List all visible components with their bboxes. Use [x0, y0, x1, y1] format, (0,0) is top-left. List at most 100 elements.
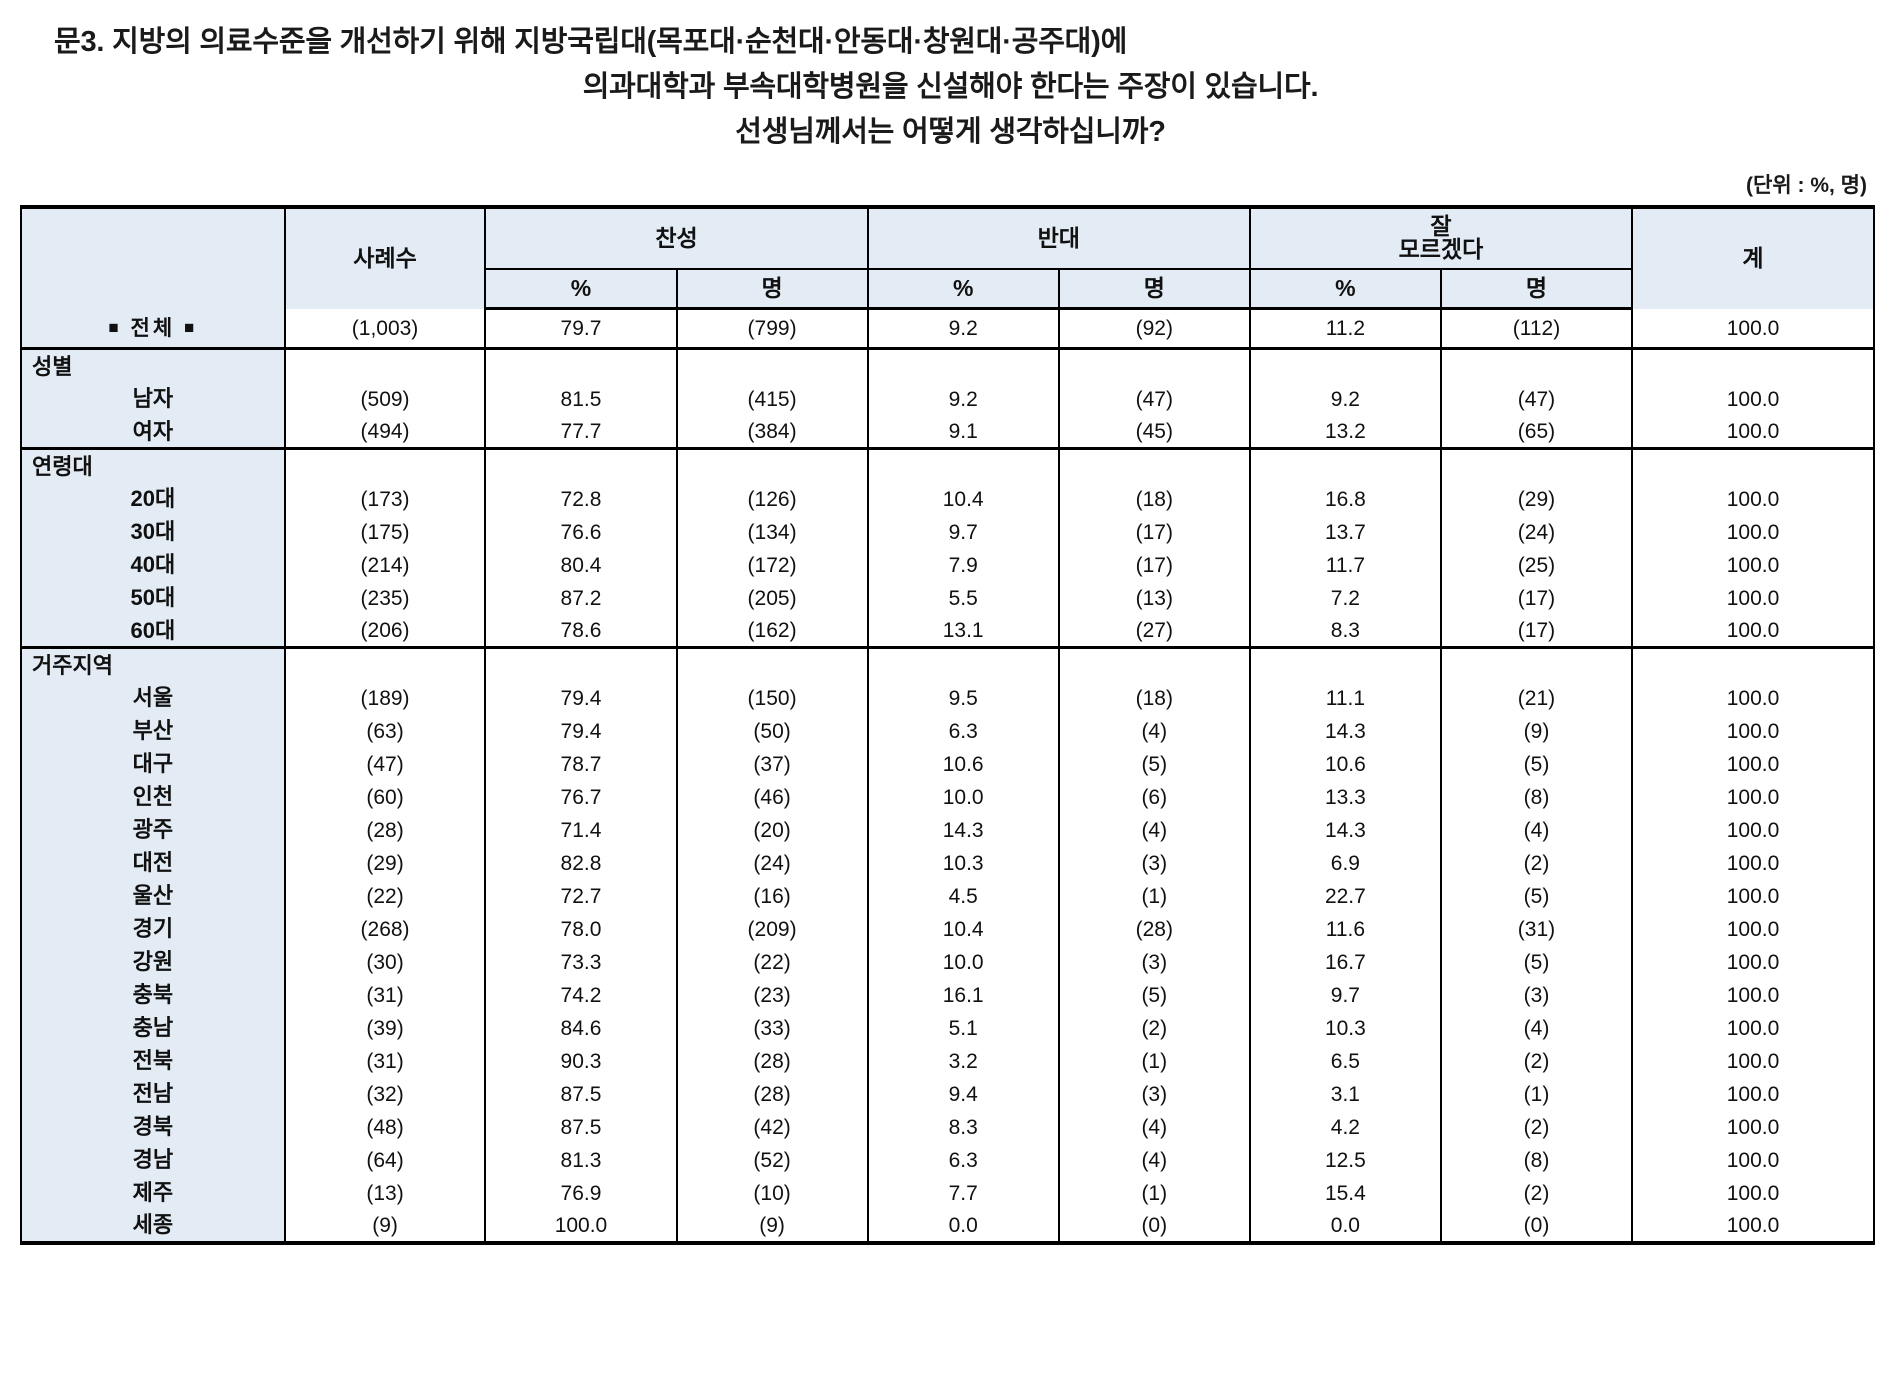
- cell-total-percent: 100.0: [1631, 747, 1875, 781]
- cell-dk-percent: 0.0: [1248, 1209, 1442, 1245]
- cell-dk-count: (31): [1439, 912, 1634, 946]
- table-group-header-연령대: 연령대: [20, 447, 1875, 483]
- cell-agree-count: (50): [675, 714, 869, 748]
- cell-agree-count: (150): [675, 681, 869, 715]
- header-sample-size: 사례수: [283, 204, 487, 309]
- cell-dk-count: (8): [1439, 780, 1634, 814]
- row-label: 여자: [20, 415, 286, 449]
- cell-agree-percent: 76.9: [484, 1176, 678, 1210]
- cell-agree-count: (162): [675, 614, 869, 648]
- cell-oppose-count: (6): [1057, 780, 1251, 814]
- cell-agree-percent: 73.3: [484, 945, 678, 979]
- cell-oppose-percent: 4.5: [866, 879, 1060, 913]
- header-corner: [20, 204, 286, 309]
- cell-oppose-count: (4): [1057, 1143, 1251, 1177]
- table-row: 대전 (29) 82.8 (24) 10.3 (3) 6.9 (2) 100.0: [20, 846, 1875, 880]
- cell-oppose-percent: 9.2: [866, 382, 1060, 416]
- cell-oppose-count: (0): [1057, 1209, 1251, 1245]
- table-row: 충북 (31) 74.2 (23) 16.1 (5) 9.7 (3) 100.0: [20, 978, 1875, 1012]
- row-label: 경남: [20, 1143, 286, 1177]
- cell-oppose-count: (3): [1057, 1077, 1251, 1111]
- group-label: 거주지역: [20, 646, 286, 682]
- cell-agree-count: (384): [675, 415, 869, 449]
- cell-sample-size: (31): [283, 1044, 487, 1078]
- unit-note: (단위 : %, 명): [1746, 173, 1867, 197]
- table-row: 강원 (30) 73.3 (22) 10.0 (3) 16.7 (5) 100.0: [20, 945, 1875, 979]
- table-row: 경기 (268) 78.0 (209) 10.4 (28) 11.6 (31) 100.0: [20, 912, 1875, 946]
- cell-dk-count: (0): [1439, 1209, 1634, 1245]
- cell-agree-percent: 79.7: [484, 308, 678, 351]
- cell-sample-size: (30): [283, 945, 487, 979]
- row-label: 60대: [20, 614, 286, 648]
- cell-sample-size: (189): [283, 681, 487, 715]
- table-row: 여자 (494) 77.7 (384) 9.1 (45) 13.2 (65) 100.0: [20, 415, 1875, 449]
- row-label-total-text: 전체: [130, 316, 176, 340]
- table-row: 대구 (47) 78.7 (37) 10.6 (5) 10.6 (5) 100.0: [20, 747, 1875, 781]
- group-header-spacer: [1439, 646, 1634, 682]
- cell-total-percent: 100.0: [1631, 1011, 1875, 1045]
- cell-dk-percent: 8.3: [1248, 614, 1442, 648]
- cell-agree-percent: 84.6: [484, 1011, 678, 1045]
- cell-oppose-percent: 16.1: [866, 978, 1060, 1012]
- table-body: ■ 전체 ■ (1,003) 79.7 (799) 9.2 (92) 11.2 (112) 10…: [20, 308, 1875, 1245]
- group-header-spacer: [1248, 646, 1442, 682]
- cell-oppose-percent: 9.1: [866, 415, 1060, 449]
- row-label: 인천: [20, 780, 286, 814]
- table-row: 서울 (189) 79.4 (150) 9.5 (18) 11.1 (21) 100.0: [20, 681, 1875, 715]
- header-dont-know: 잘 모르겠다: [1248, 204, 1634, 269]
- cell-agree-count: (205): [675, 581, 869, 615]
- cell-sample-size: (48): [283, 1110, 487, 1144]
- cell-sample-size: (9): [283, 1209, 487, 1245]
- header-agree-count: 명: [675, 267, 869, 311]
- header-oppose: 반대: [866, 204, 1251, 269]
- cell-oppose-percent: 7.7: [866, 1176, 1060, 1210]
- cell-dk-percent: 4.2: [1248, 1110, 1442, 1144]
- cell-oppose-percent: 9.4: [866, 1077, 1060, 1111]
- cell-oppose-percent: 8.3: [866, 1110, 1060, 1144]
- cell-oppose-percent: 10.4: [866, 912, 1060, 946]
- cell-sample-size: (39): [283, 1011, 487, 1045]
- row-label: 전남: [20, 1077, 286, 1111]
- cell-agree-percent: 87.5: [484, 1077, 678, 1111]
- cell-agree-percent: 87.2: [484, 581, 678, 615]
- cell-dk-percent: 11.2: [1248, 308, 1442, 351]
- cell-dk-percent: 11.7: [1248, 548, 1442, 582]
- cell-total-percent: 100.0: [1631, 945, 1875, 979]
- cell-oppose-percent: 13.1: [866, 614, 1060, 648]
- cell-oppose-percent: 10.6: [866, 747, 1060, 781]
- row-label: 경북: [20, 1110, 286, 1144]
- cell-oppose-count: (92): [1057, 308, 1251, 351]
- cell-sample-size: (509): [283, 382, 487, 416]
- row-label: 광주: [20, 813, 286, 847]
- cell-dk-percent: 14.3: [1248, 714, 1442, 748]
- cell-dk-count: (2): [1439, 1176, 1634, 1210]
- header-dont-know-line1: 잘: [1430, 213, 1452, 240]
- cell-agree-percent: 81.3: [484, 1143, 678, 1177]
- cell-sample-size: (60): [283, 780, 487, 814]
- group-header-spacer: [1631, 447, 1875, 483]
- table-container: 사례수 찬성 반대 잘 모르겠다 계 % 명 % 명 % 명: [0, 204, 1901, 1245]
- cell-agree-percent: 76.7: [484, 780, 678, 814]
- cell-oppose-count: (27): [1057, 614, 1251, 648]
- cell-oppose-percent: 10.0: [866, 945, 1060, 979]
- cell-agree-percent: 100.0: [484, 1209, 678, 1245]
- cell-dk-count: (8): [1439, 1143, 1634, 1177]
- cell-oppose-percent: 14.3: [866, 813, 1060, 847]
- row-label: 40대: [20, 548, 286, 582]
- cell-agree-count: (10): [675, 1176, 869, 1210]
- cell-agree-percent: 71.4: [484, 813, 678, 847]
- cell-dk-count: (25): [1439, 548, 1634, 582]
- cell-dk-percent: 10.6: [1248, 747, 1442, 781]
- question-line-2: 의과대학과 부속대학병원을 신설해야 한다는 주장이 있습니다.: [582, 70, 1319, 103]
- header-dk-count: 명: [1439, 267, 1634, 311]
- cell-total-percent: 100.0: [1631, 780, 1875, 814]
- cell-agree-count: (37): [675, 747, 869, 781]
- cell-dk-count: (3): [1439, 978, 1634, 1012]
- group-header-spacer: [484, 348, 678, 383]
- table-row: 인천 (60) 76.7 (46) 10.0 (6) 13.3 (8) 100.0: [20, 780, 1875, 814]
- group-label: 연령대: [20, 447, 286, 483]
- group-header-spacer: [484, 646, 678, 682]
- cell-total-percent: 100.0: [1631, 1143, 1875, 1177]
- cell-agree-count: (22): [675, 945, 869, 979]
- cell-total-percent: 100.0: [1631, 978, 1875, 1012]
